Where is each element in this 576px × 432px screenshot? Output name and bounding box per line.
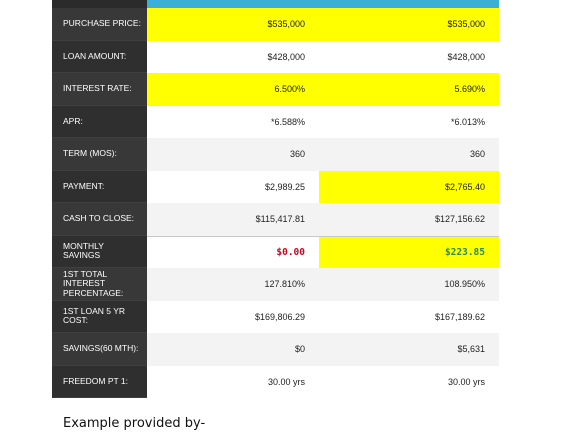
new-loan-value: $167,189.62	[319, 300, 499, 333]
new-loan-value: $2,765.40	[319, 170, 499, 203]
new-loan-value: 30.00 yrs	[319, 365, 499, 398]
new-loan-value: $535,000	[319, 8, 499, 41]
new-loan-value: 5.690%	[319, 73, 499, 106]
new-loan-value: $428,000	[319, 40, 499, 73]
row-label: PURCHASE PRICE:	[52, 8, 147, 41]
table-row-apr: APR: *6.588% *6.013%	[52, 105, 499, 138]
row-label: 1ST TOTAL INTEREST PERCENTAGE:	[52, 268, 147, 301]
table-row-savings-60: SAVINGS(60 MTH): $0 $5,631	[52, 333, 499, 366]
current-loan-value: $428,000	[147, 40, 319, 73]
row-label: MONTHLY SAVINGS	[52, 235, 147, 268]
row-label: APR:	[52, 105, 147, 138]
current-loan-value: $535,000	[147, 8, 319, 41]
row-label: LOAN AMOUNT:	[52, 40, 147, 73]
table-row-5yr-cost: 1ST LOAN 5 YR COST: $169,806.29 $167,189…	[52, 300, 499, 333]
new-loan-value: $127,156.62	[319, 203, 499, 236]
new-loan-value: 360	[319, 138, 499, 171]
current-loan-value: $2,989.25	[147, 170, 319, 203]
table-row-term: TERM (MOS): 360 360	[52, 138, 499, 171]
current-loan-value: $115,417.81	[147, 203, 319, 236]
table-row-monthly-savings: MONTHLY SAVINGS $0.00 $223.85	[52, 235, 499, 268]
row-label: INTEREST RATE:	[52, 73, 147, 106]
new-loan-value: $223.85	[319, 235, 499, 268]
header-value-cell	[147, 0, 499, 8]
row-label: PAYMENT:	[52, 170, 147, 203]
new-loan-value: 108.950%	[319, 268, 499, 301]
table-row-cash-to-close: CASH TO CLOSE: $115,417.81 $127,156.62	[52, 203, 499, 236]
current-loan-value: *6.588%	[147, 105, 319, 138]
loan-comparison-table: PURCHASE PRICE: $535,000 $535,000 LOAN A…	[52, 0, 499, 398]
table-row-loan-amount: LOAN AMOUNT: $428,000 $428,000	[52, 40, 499, 73]
footer-caption: Example provided by-	[63, 416, 206, 431]
current-loan-value: 30.00 yrs	[147, 365, 319, 398]
table-row-interest-rate: INTEREST RATE: 6.500% 5.690%	[52, 73, 499, 106]
table-row-total-interest-percentage: 1ST TOTAL INTEREST PERCENTAGE: 127.810% …	[52, 268, 499, 301]
row-label: CASH TO CLOSE:	[52, 203, 147, 236]
table-header-bar	[52, 0, 499, 8]
header-label-cell	[52, 0, 147, 8]
row-label: SAVINGS(60 MTH):	[52, 333, 147, 366]
new-loan-value: $5,631	[319, 333, 499, 366]
current-loan-value: 360	[147, 138, 319, 171]
current-loan-value: 6.500%	[147, 73, 319, 106]
current-loan-value: 127.810%	[147, 268, 319, 301]
current-loan-value: $0	[147, 333, 319, 366]
row-label: 1ST LOAN 5 YR COST:	[52, 300, 147, 333]
row-label: FREEDOM PT 1:	[52, 365, 147, 398]
new-loan-value: *6.013%	[319, 105, 499, 138]
table-row-freedom-pt: FREEDOM PT 1: 30.00 yrs 30.00 yrs	[52, 365, 499, 398]
current-loan-value: $0.00	[147, 235, 319, 268]
table-row-payment: PAYMENT: $2,989.25 $2,765.40	[52, 170, 499, 203]
row-label: TERM (MOS):	[52, 138, 147, 171]
current-loan-value: $169,806.29	[147, 300, 319, 333]
table-row-purchase-price: PURCHASE PRICE: $535,000 $535,000	[52, 8, 499, 41]
